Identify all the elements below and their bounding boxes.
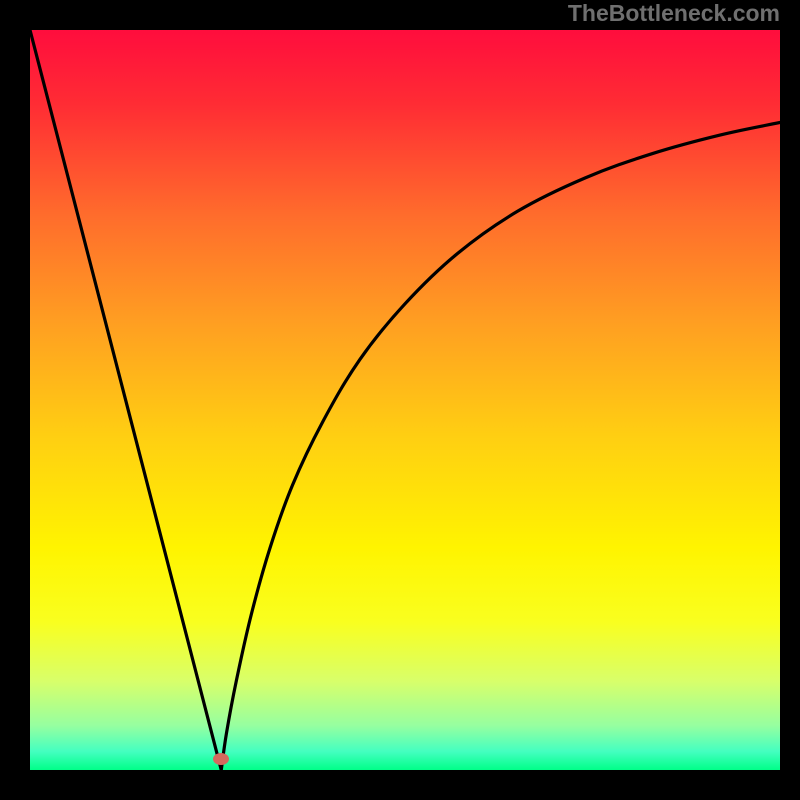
- minimum-marker: [213, 753, 229, 765]
- chart-frame: TheBottleneck.com: [0, 0, 800, 800]
- bottleneck-curve: [30, 30, 780, 770]
- watermark-text: TheBottleneck.com: [568, 0, 780, 27]
- plot-area: [30, 30, 780, 770]
